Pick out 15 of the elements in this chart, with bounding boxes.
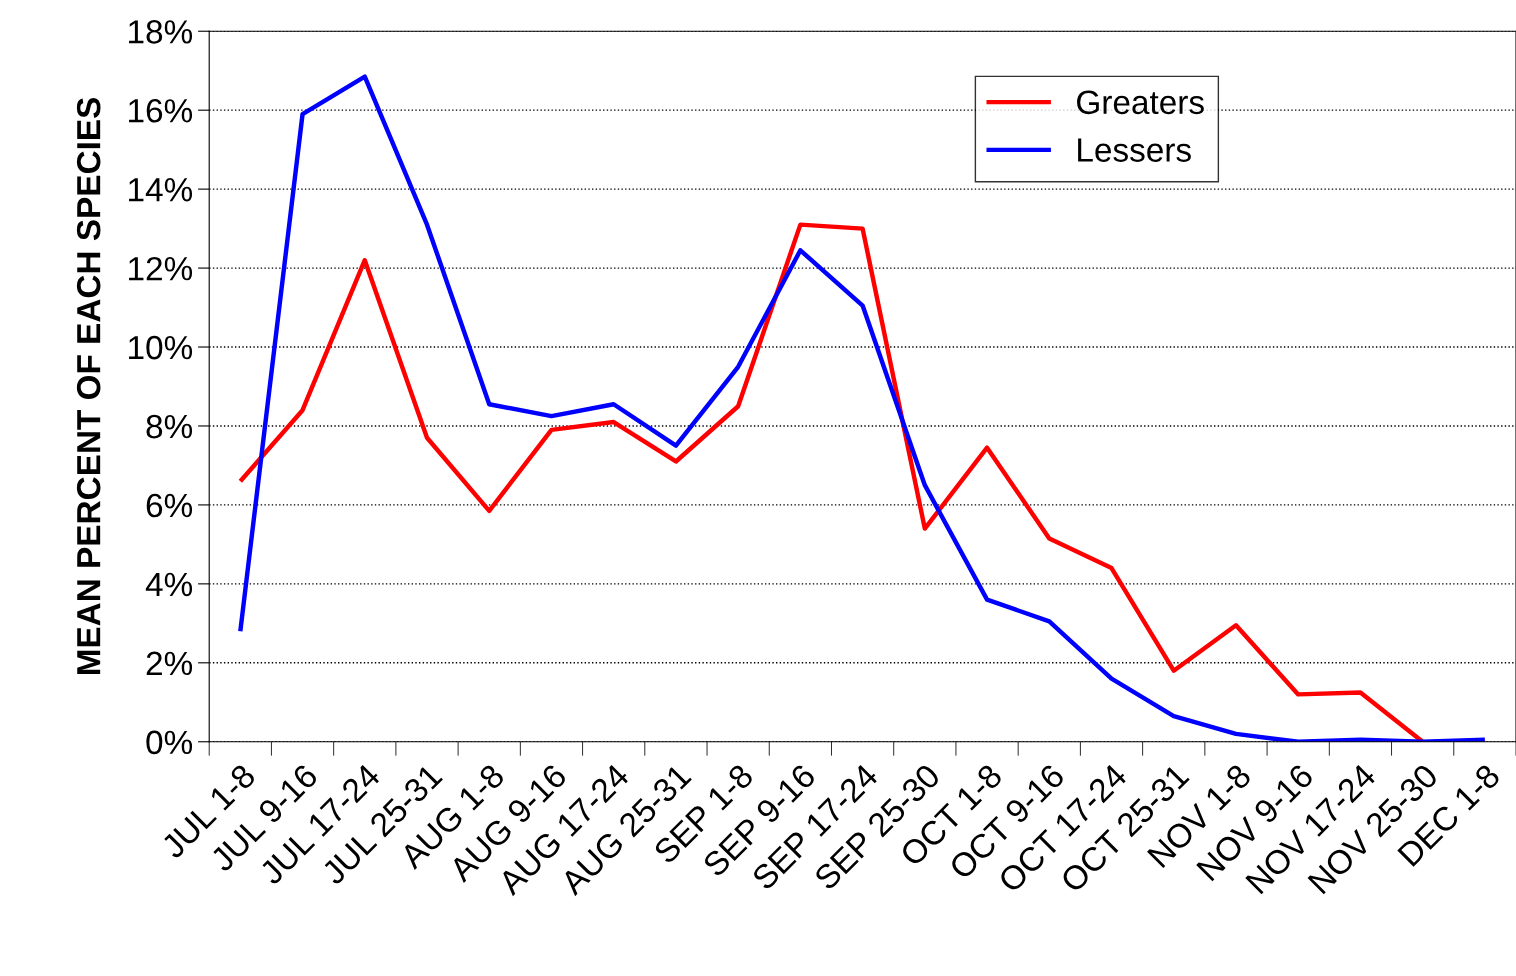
legend-label: Lessers <box>1078 138 1191 162</box>
y-tick-label: 12% <box>129 256 193 281</box>
line-series <box>238 74 1488 742</box>
y-tick-label: 4% <box>145 572 193 597</box>
legend-label: Greaters <box>1077 90 1204 115</box>
y-tick-label: 18% <box>129 20 193 44</box>
y-tick-label: 6% <box>146 493 193 518</box>
y-tick-label: 16% <box>129 98 193 123</box>
y-tick-label: 14% <box>129 178 193 202</box>
line-series <box>238 222 1425 742</box>
y-tick-label: 10% <box>129 335 193 360</box>
y-tick-label: 0% <box>146 730 193 755</box>
y-tick-label: 2% <box>146 651 193 676</box>
y-axis-title: MEAN PERCENT OF EACH SPECIES <box>76 97 101 675</box>
y-tick-label: 8% <box>146 414 193 439</box>
